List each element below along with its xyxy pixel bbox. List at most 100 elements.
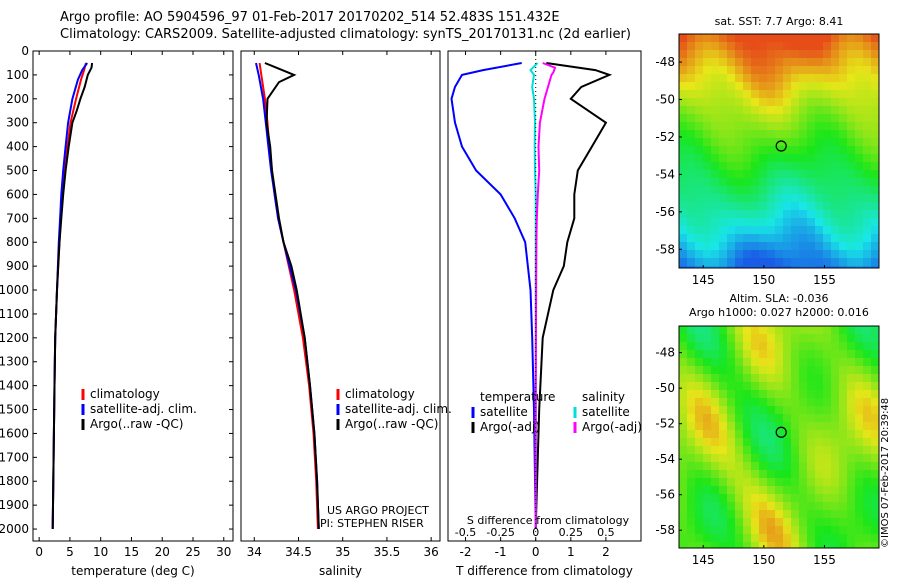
map-cell [695, 146, 703, 154]
map-cell [695, 130, 703, 138]
map-cell [759, 526, 767, 534]
map-cell [855, 42, 863, 50]
map-cell [839, 398, 847, 406]
map-cell [775, 390, 783, 398]
map-cell [743, 242, 751, 250]
map-cell [711, 430, 719, 438]
map-cell [839, 470, 847, 478]
map-cell [727, 114, 735, 122]
map-cell [791, 534, 799, 542]
map-cell [847, 502, 855, 510]
map-cell [807, 350, 815, 358]
map-cell [807, 234, 815, 242]
map-cell [775, 406, 783, 414]
map-cell [855, 146, 863, 154]
map-cell [695, 358, 703, 366]
map-cell [719, 242, 727, 250]
map-cell [847, 350, 855, 358]
map-cell [855, 502, 863, 510]
map-cell [727, 494, 735, 502]
map-cell [767, 534, 775, 542]
map-cell [727, 98, 735, 106]
map-cell [831, 358, 839, 366]
map-cell [815, 526, 823, 534]
map-cell [871, 226, 879, 234]
map-cell [815, 74, 823, 82]
map-cell [687, 34, 695, 42]
x-tick-label: 1 [567, 545, 575, 559]
map-cell [831, 42, 839, 50]
map-cell [863, 90, 871, 98]
map-cell [727, 106, 735, 114]
map-cell [719, 366, 727, 374]
map-cell [751, 154, 759, 162]
map-cell [847, 510, 855, 518]
map-cell [831, 446, 839, 454]
map-cell [831, 266, 839, 268]
map-cell [815, 194, 823, 202]
map-cell [751, 454, 759, 462]
map-cell [815, 154, 823, 162]
map-cell [735, 486, 743, 494]
map-cell [679, 526, 687, 534]
map-cell [807, 58, 815, 66]
map-cell [727, 542, 735, 548]
map-cell [735, 438, 743, 446]
map-cell [863, 146, 871, 154]
map-cell [823, 478, 831, 486]
map-cell [751, 478, 759, 486]
map-cell [847, 106, 855, 114]
map-cell [847, 58, 855, 66]
map-cell [743, 90, 751, 98]
map-cell [783, 162, 791, 170]
y-tick-label: 1300 [0, 355, 29, 369]
x-top-tick-label: -0.5 [455, 526, 476, 539]
map-cell [679, 258, 687, 266]
map-cell [783, 326, 791, 334]
map-cell [863, 186, 871, 194]
map-cell [799, 534, 807, 542]
map-cell [759, 518, 767, 526]
map-cell [743, 374, 751, 382]
map-cell [711, 154, 719, 162]
map-cell [695, 114, 703, 122]
map-cell [815, 510, 823, 518]
map-cell [711, 382, 719, 390]
map-cell [727, 234, 735, 242]
map-cell [727, 326, 735, 334]
map-cell [831, 350, 839, 358]
map-cell [695, 526, 703, 534]
map-cell [687, 526, 695, 534]
map-cell [719, 58, 727, 66]
map-cell [759, 406, 767, 414]
plot-frame [447, 50, 642, 542]
map-cell [703, 438, 711, 446]
map-cell [767, 478, 775, 486]
map-cell [711, 462, 719, 470]
map-cell [719, 258, 727, 266]
map-cell [759, 210, 767, 218]
map-cell [831, 178, 839, 186]
map-cell [743, 406, 751, 414]
map-cell [711, 34, 719, 42]
map-cell [767, 438, 775, 446]
legend-label: Argo(..raw -QC) [345, 417, 438, 431]
map-cell [783, 366, 791, 374]
map-cell [807, 90, 815, 98]
map-cell [823, 518, 831, 526]
map-cell [831, 326, 839, 334]
map-cell [775, 250, 783, 258]
y-tick-label: 100 [6, 68, 29, 82]
map-cell [727, 250, 735, 258]
map-cell [783, 242, 791, 250]
map-cell [871, 518, 879, 526]
map-cell [791, 34, 799, 42]
map-cell [719, 114, 727, 122]
map-cell [863, 374, 871, 382]
map-cell [839, 462, 847, 470]
map-cell [871, 50, 879, 58]
map-cell [687, 74, 695, 82]
map-cell [855, 334, 863, 342]
map-cell [695, 90, 703, 98]
map-cell [743, 518, 751, 526]
